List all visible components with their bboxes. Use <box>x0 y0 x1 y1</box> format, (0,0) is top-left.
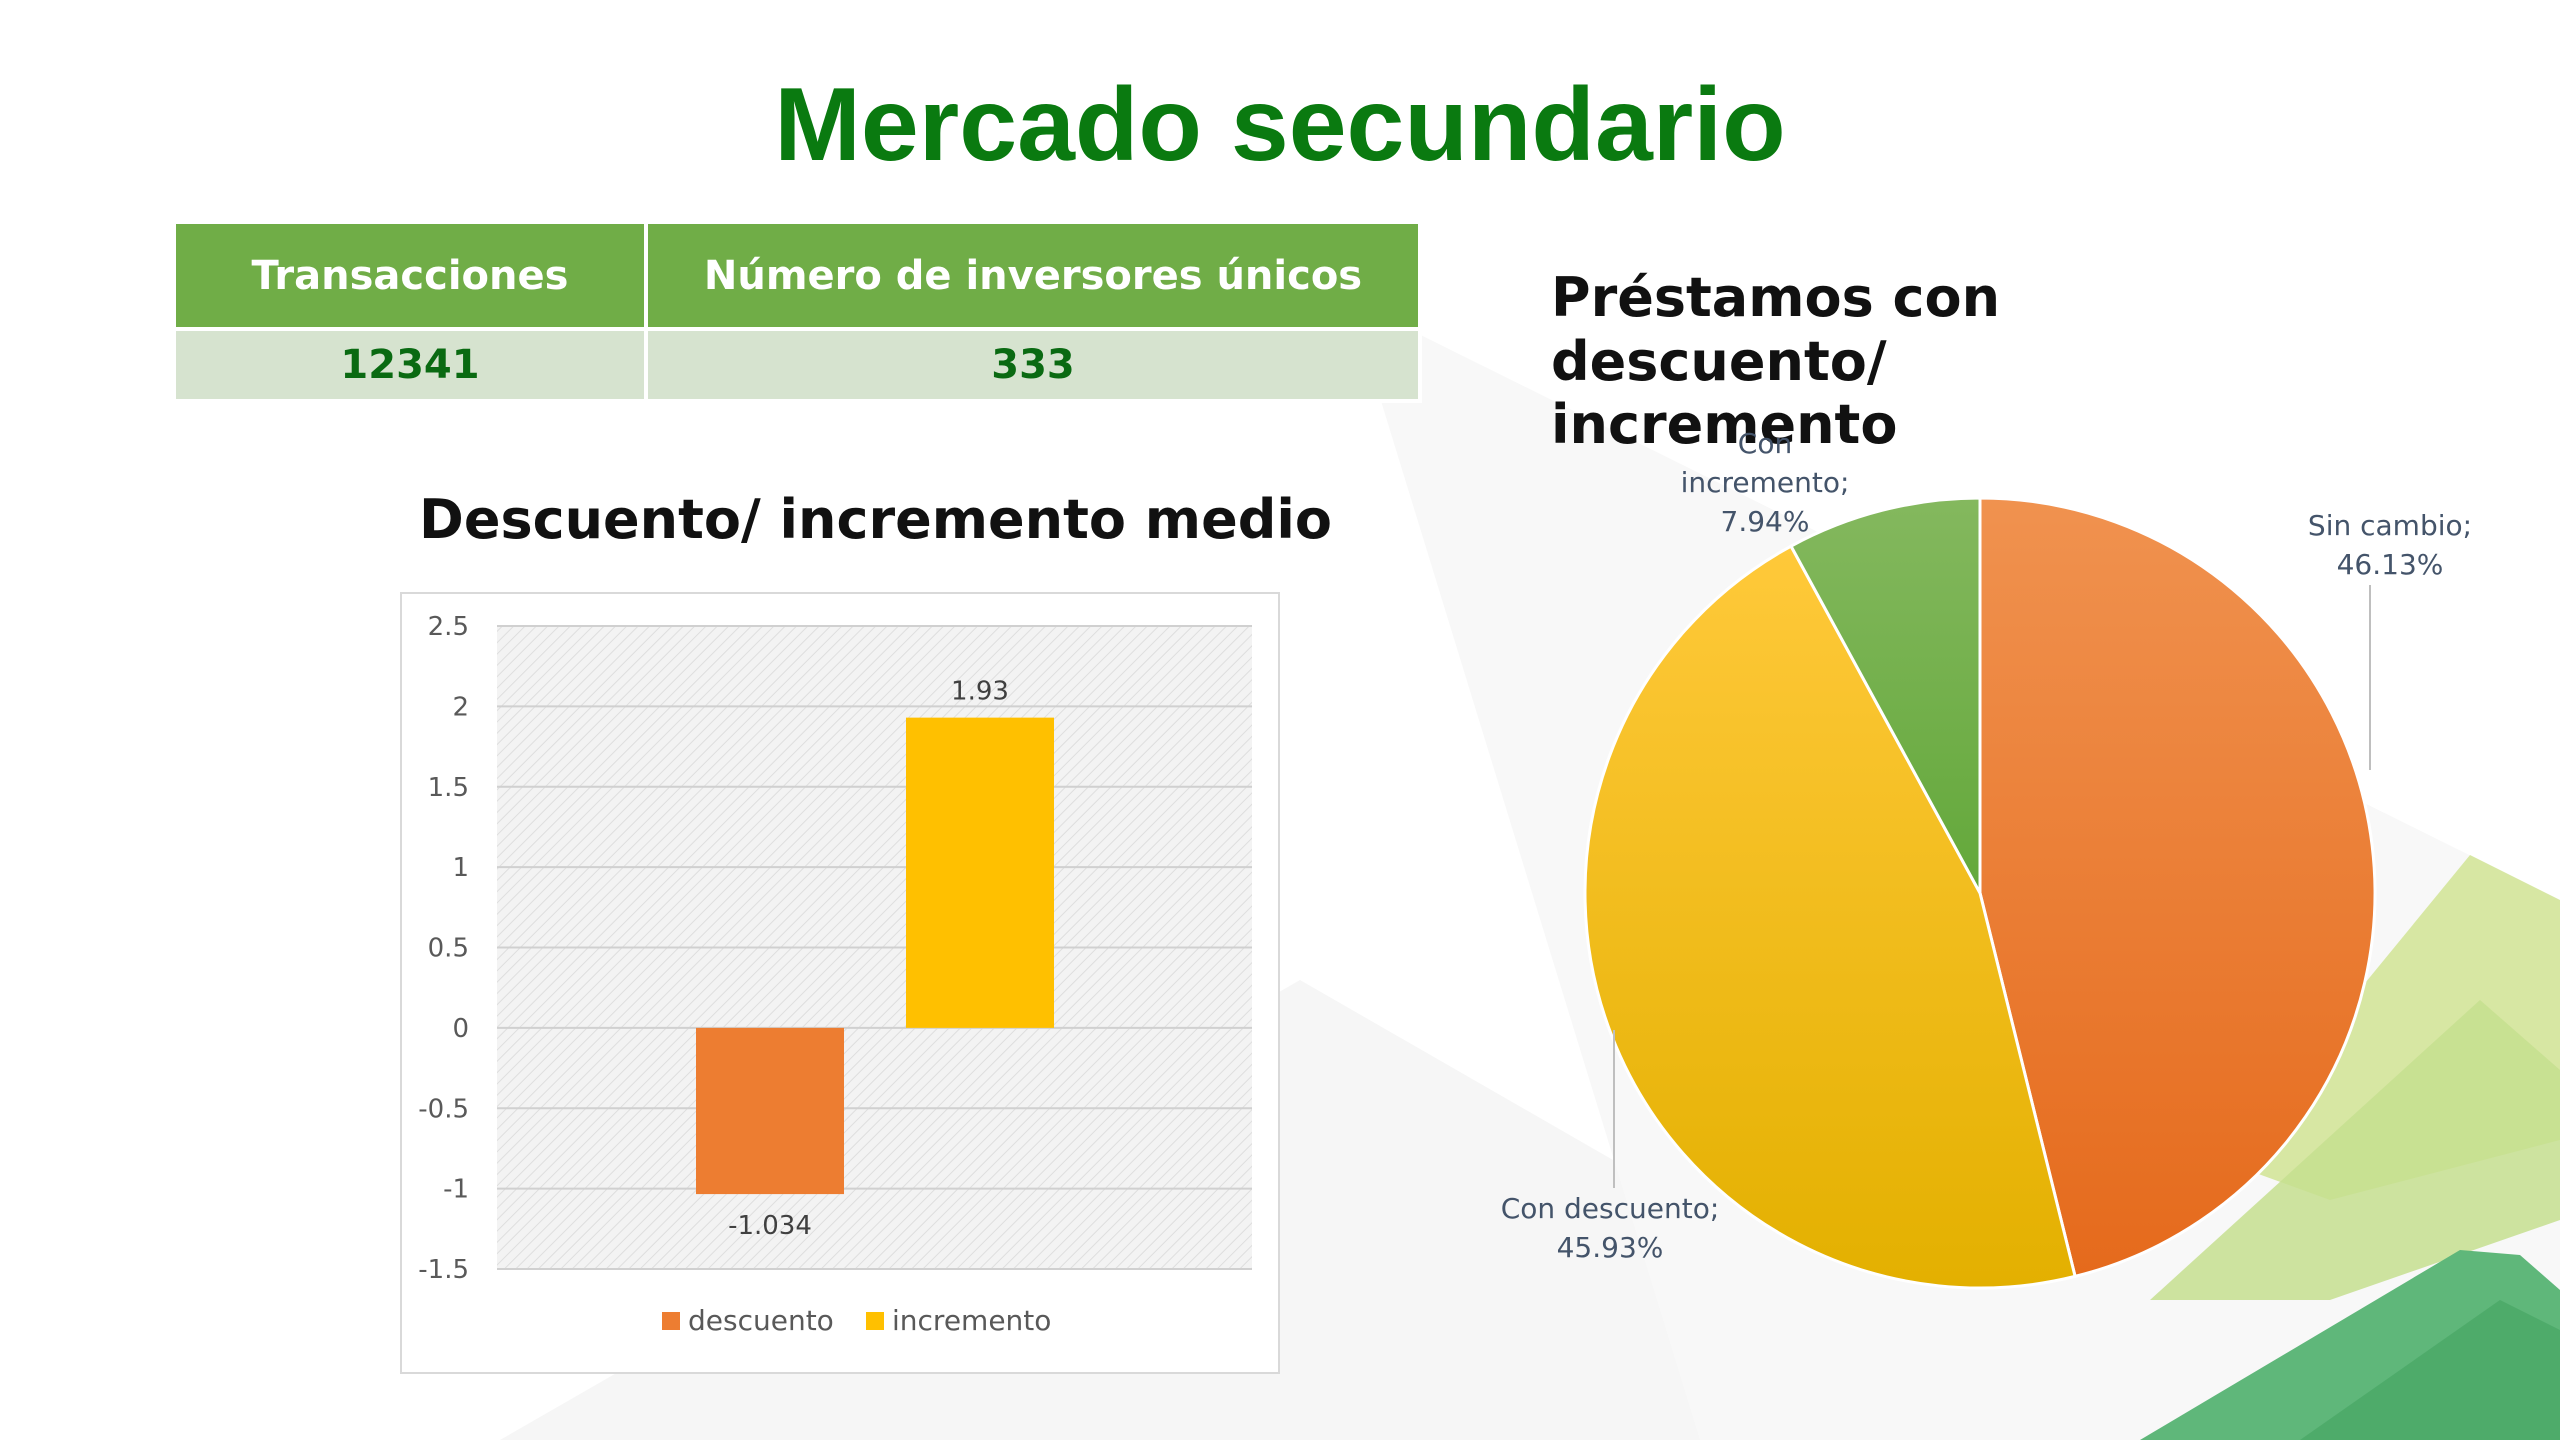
y-tick-label: 1.5 <box>428 773 469 803</box>
pie-label-con-incremento: Con <box>1738 427 1792 460</box>
stats-table: Transacciones Número de inversores único… <box>172 220 1422 403</box>
stats-value-row: 12341 333 <box>172 327 1422 403</box>
pie-label-con-descuento: Con descuento; <box>1501 1192 1720 1225</box>
y-tick-label: -0.5 <box>418 1094 469 1124</box>
y-tick-label: 2.5 <box>428 612 469 642</box>
pie-label-sin-cambio: 46.13% <box>2337 548 2444 581</box>
slide-title: Mercado secundario <box>774 67 1786 183</box>
pie-label-con-descuento: 45.93% <box>1557 1231 1664 1264</box>
bar-descuento <box>696 1027 844 1195</box>
pie-chart: Sin cambio; 46.13% Con descuento; 45.93% Con… <box>1501 427 2472 1290</box>
pie-label-con-incremento: incremento; <box>1681 466 1850 499</box>
legend-swatch-incremento <box>866 1312 884 1330</box>
pie-title-line-2: incremento <box>1551 393 1898 457</box>
y-tick-label: 2 <box>452 692 469 722</box>
data-label-descuento: -1.034 <box>728 1211 812 1241</box>
y-tick-label: -1 <box>443 1175 469 1205</box>
header-inversores-unicos: Número de inversores únicos <box>644 220 1422 331</box>
value-inversores-unicos: 333 <box>644 327 1422 403</box>
pie-slice-sin-cambio <box>1978 496 2377 1279</box>
bar-chart: 2.5 2 1.5 1 0.5 0 -0.5 -1 -1.5 -1.034 1.93 descuent… <box>400 592 1280 1374</box>
y-tick-label: -1.5 <box>418 1255 469 1285</box>
legend-label-incremento: incremento <box>892 1304 1051 1337</box>
legend-swatch-descuento <box>662 1312 680 1330</box>
pie-label-con-incremento: 7.94% <box>1721 505 1810 538</box>
pie-slice-con-descuento <box>1583 544 2077 1290</box>
header-transacciones: Transacciones <box>172 220 648 331</box>
bar-chart-title: Descuento/ incremento medio <box>419 488 1332 551</box>
data-label-incremento: 1.93 <box>951 677 1009 707</box>
pie-chart-title: Préstamos con descuento/ incremento <box>1551 266 2351 457</box>
legend-label-descuento: descuento <box>688 1304 834 1337</box>
pie-title-line-1: Préstamos con descuento/ <box>1551 266 2001 393</box>
y-tick-label: 0.5 <box>428 934 469 964</box>
pie-label-sin-cambio: Sin cambio; <box>2308 509 2472 542</box>
stats-header-row: Transacciones Número de inversores único… <box>172 220 1422 331</box>
pie-slice-con-incremento <box>1788 496 1982 894</box>
bar-incremento <box>906 717 1054 1028</box>
value-transacciones: 12341 <box>172 327 648 403</box>
y-tick-label: 0 <box>452 1014 469 1044</box>
y-tick-label: 1 <box>452 853 469 883</box>
